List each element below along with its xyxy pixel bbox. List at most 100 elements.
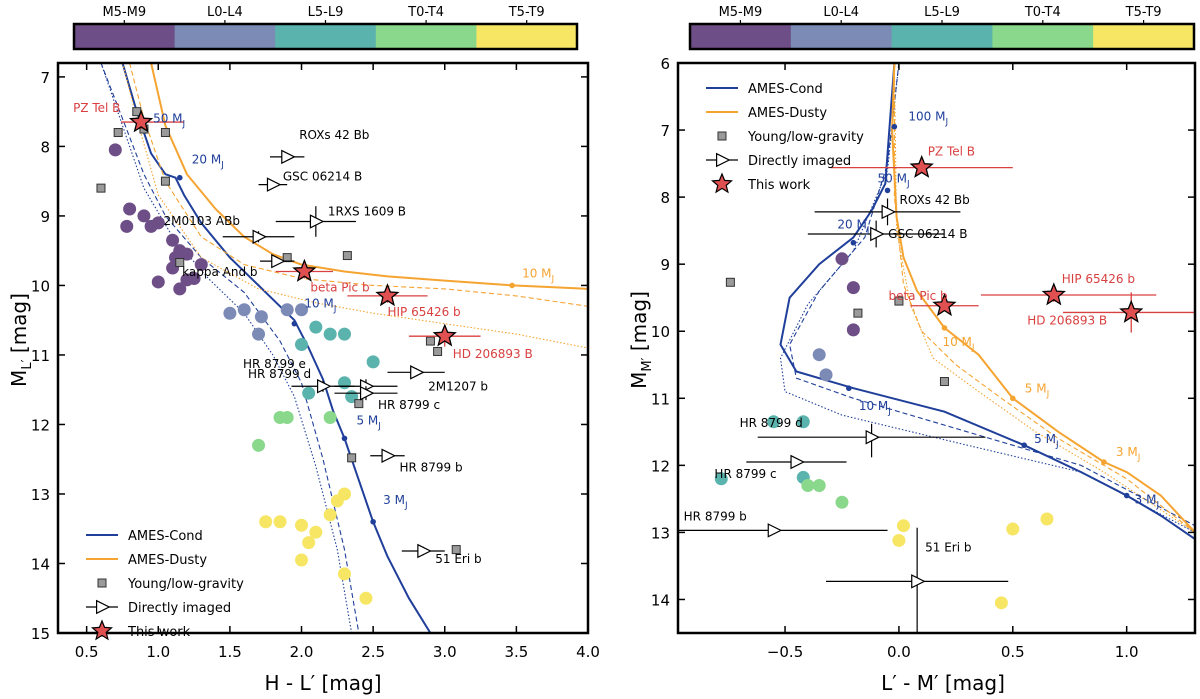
left-annotations: 50 MJ 20 MJ 10 MJ 5 MJ 3 MJ 10 MJ ROXs 42 Bb GS…	[73, 101, 554, 566]
right-axes: −0.5 0.0 0.5 1.0 6 7 8 9 10 11 12 13 14	[651, 55, 1197, 661]
directly-imaged-marker	[317, 378, 332, 394]
mass-label-cond: 3 MJ	[1135, 493, 1159, 511]
mass-label-cond: 3 MJ	[383, 493, 407, 511]
mass-label-dusty: 5 MJ	[1025, 381, 1049, 399]
legend-swatch	[96, 599, 111, 615]
young-low-gravity-point	[160, 176, 170, 186]
mass-marker-cond	[846, 385, 852, 392]
x-tick-label: 1.0	[146, 643, 170, 661]
mass-marker-cond	[884, 187, 891, 194]
young-low-gravity-point	[451, 545, 461, 555]
directly-imaged-marker	[881, 204, 897, 220]
right-ylabel: MM′ [mag]	[627, 291, 655, 389]
field-dwarf-point	[337, 567, 351, 581]
directly-imaged-label: 2M0103 ABb	[164, 214, 240, 228]
legend-swatch	[90, 619, 114, 641]
y-tick-label: 11	[651, 390, 670, 408]
this-work-label: HD 206893 B	[1027, 313, 1107, 327]
field-dwarf-point	[180, 247, 194, 261]
colorbar-segment	[74, 24, 176, 49]
colorbar-segment	[375, 24, 477, 49]
field-dwarf-point	[120, 219, 134, 233]
this-work-label: beta Pic b	[888, 289, 947, 303]
curve-ames-cond-dotted	[779, 63, 1195, 533]
this-work-label: HIP 65426 b	[1062, 272, 1135, 286]
field-dwarf-point	[1040, 512, 1054, 526]
directly-imaged-marker	[865, 429, 881, 445]
mass-marker-cond	[341, 435, 348, 442]
directly-imaged-label: HR 8799 c	[378, 398, 440, 412]
field-dwarf-point	[337, 327, 351, 341]
this-work-marker	[909, 154, 934, 178]
field-dwarf-point	[366, 355, 380, 369]
directly-imaged-label: HR 8799 c	[714, 467, 776, 481]
directly-imaged-label: HR 8799 d	[248, 367, 311, 381]
right-annotations: 100 MJ 50 MJ 20 MJ 10 MJ 5 MJ 3 MJ 10 MJ 5 MJ 3 …	[684, 110, 1159, 555]
field-dwarf-point	[819, 368, 833, 382]
young-low-gravity-point	[282, 253, 292, 263]
mass-marker-dusty	[1101, 459, 1107, 465]
field-dwarf-point	[237, 303, 251, 317]
field-dwarf-point	[280, 411, 294, 425]
colorbar-label: M5-M9	[719, 5, 763, 20]
legend-swatch	[710, 172, 734, 194]
this-work-label: HIP 65426 b	[387, 305, 460, 319]
young-low-gravity-point	[894, 296, 904, 306]
field-dwarf-point	[1006, 522, 1020, 536]
right-legend: AMES-Cond AMES-Dusty Young/low-gravity Dire…	[706, 82, 864, 194]
y-tick-label: 13	[651, 524, 670, 542]
x-tick-label: 0.5	[75, 643, 99, 661]
directly-imaged-label: HR 8799 b	[399, 461, 462, 475]
directly-imaged-marker	[266, 177, 282, 192]
this-work-marker	[375, 283, 400, 307]
directly-imaged-marker	[271, 253, 286, 269]
field-dwarf-point	[767, 415, 781, 429]
field-dwarf-point	[295, 303, 309, 317]
field-dwarf-point	[295, 553, 309, 567]
field-dwarf-point	[151, 216, 165, 230]
directly-imaged-label: HR 8799 e	[243, 357, 306, 371]
field-dwarf-point	[259, 515, 273, 529]
young-low-gravity-point	[433, 346, 443, 356]
this-work-label: HD 206893 B	[453, 347, 533, 361]
colorbar-frame	[72, 22, 579, 51]
mass-label-dusty: 10 MJ	[942, 335, 974, 353]
field-dwarf-point	[173, 282, 187, 296]
svg-text:ML′ [mag]: ML′ [mag]	[7, 293, 35, 387]
field-dwarf-point	[180, 273, 194, 287]
colorbar-segment	[891, 24, 993, 49]
field-dwarf-point	[309, 320, 323, 334]
directly-imaged-label: 2M1207 b	[428, 379, 488, 393]
young-low-gravity-point	[96, 183, 106, 193]
legend-label: This work	[127, 625, 191, 640]
field-dwarf-point	[295, 518, 309, 532]
curve-ames-cond-dashed	[100, 63, 360, 633]
field-dwarf-point	[846, 281, 860, 295]
legend-label: Directly imaged	[128, 601, 231, 616]
directly-imaged-label: ROXs 42 Bb	[299, 128, 369, 142]
mass-marker-dusty	[1009, 395, 1016, 402]
x-tick-label: 3.5	[504, 643, 528, 661]
left-xlabel: H - L′ [mag]	[264, 671, 381, 695]
colorbar-label: L5-L9	[924, 5, 960, 20]
legend-label: AMES-Dusty	[128, 553, 207, 568]
legend-label: AMES-Cond	[748, 82, 823, 97]
mass-label-dusty: 10 MJ	[522, 266, 554, 284]
axes-frame	[56, 61, 590, 635]
y-tick-label: 12	[651, 457, 670, 475]
legend-label: Directly imaged	[748, 154, 851, 169]
young-low-gravity-point	[347, 453, 357, 463]
mass-marker-cond	[1123, 492, 1130, 499]
right-panel: M5-M9 L0-L4 L5-L9 T0-T4 T5-T9 100 MJ 50 MJ 20 …	[627, 5, 1197, 695]
left-axes: 0.5 1.0 1.5 2.0 2.5 3.0 3.5 4.0 7 8 9 10 11 12 13 14 15	[31, 61, 600, 661]
curve-ames-dusty-dotted	[893, 63, 1195, 533]
mass-label-cond: 10 MJ	[859, 399, 891, 417]
y-tick-label: 9	[40, 208, 50, 226]
directly-imaged-label: 51 Eri b	[925, 540, 971, 554]
colorbar-frame	[688, 22, 1196, 51]
y-tick-label: 7	[660, 122, 670, 140]
x-tick-label: 2.5	[361, 643, 385, 661]
this-work-marker	[1041, 282, 1066, 306]
directly-imaged-marker	[309, 214, 325, 229]
